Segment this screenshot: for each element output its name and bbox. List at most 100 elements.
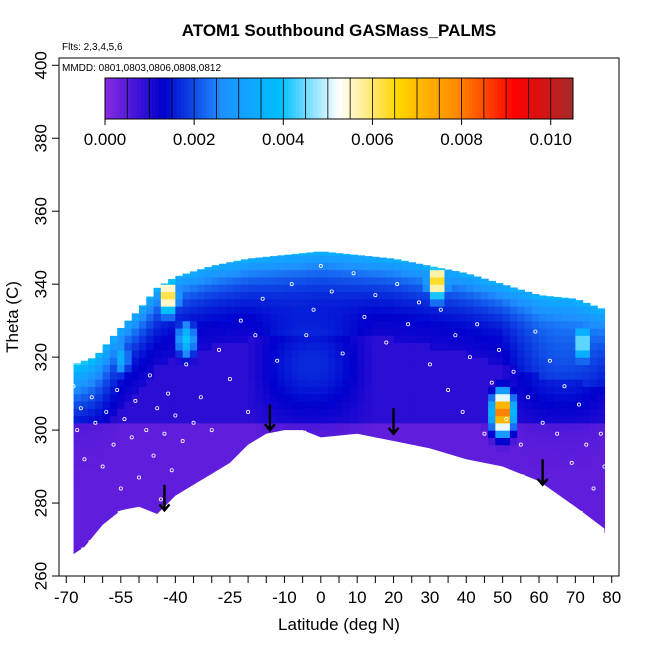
field-cell xyxy=(480,393,489,402)
field-cell xyxy=(102,408,111,417)
field-cell xyxy=(379,284,387,293)
field-cell xyxy=(408,291,416,300)
sample-point xyxy=(198,395,203,400)
field-cell xyxy=(444,342,453,351)
field-cell xyxy=(539,444,547,453)
field-cell xyxy=(437,400,446,409)
field-cell xyxy=(415,335,424,344)
tropopause-arrows xyxy=(158,404,549,513)
field-cell xyxy=(211,459,220,468)
field-cell xyxy=(189,306,198,314)
field-cell xyxy=(429,437,438,446)
field-cell xyxy=(109,379,118,387)
field-cell xyxy=(502,386,511,395)
field-cell xyxy=(146,430,155,438)
field-cell xyxy=(342,386,351,395)
field-cell xyxy=(211,393,220,402)
field-cell xyxy=(262,269,271,278)
field-cell xyxy=(400,291,409,300)
field-cell xyxy=(219,371,227,380)
field-cell xyxy=(226,437,235,446)
field-cell xyxy=(299,313,307,322)
field-cell xyxy=(393,437,402,446)
sample-point xyxy=(533,329,538,334)
field-cell xyxy=(342,393,351,402)
field-cell xyxy=(233,357,242,366)
field-cell xyxy=(400,400,409,409)
field-cell xyxy=(357,386,366,395)
field-cell xyxy=(531,298,540,307)
field-cell xyxy=(291,342,300,351)
field-cell xyxy=(480,306,489,314)
field-cell xyxy=(546,349,555,358)
field-cell xyxy=(473,386,482,395)
field-cell xyxy=(248,357,256,366)
colorbar-segment xyxy=(166,78,171,119)
field-cell xyxy=(502,437,511,446)
field-cell xyxy=(306,291,315,300)
field-cell xyxy=(219,379,227,387)
field-cell xyxy=(568,379,576,387)
field-cell xyxy=(124,473,133,482)
field-cell xyxy=(131,437,140,446)
field-cell xyxy=(509,364,518,373)
field-cell xyxy=(568,408,576,417)
field-cell xyxy=(357,342,366,351)
field-cell xyxy=(342,313,351,322)
field-cell xyxy=(400,379,409,387)
field-cell xyxy=(386,364,395,373)
field-cell xyxy=(117,481,126,490)
field-cell xyxy=(73,393,82,402)
field-cell xyxy=(284,357,293,366)
field-cell xyxy=(197,437,206,446)
field-cell xyxy=(284,364,293,373)
field-cell xyxy=(320,327,329,336)
field-cell xyxy=(320,269,329,278)
field-cell xyxy=(393,430,402,438)
sample-point xyxy=(75,428,80,433)
field-cell xyxy=(80,510,89,519)
field-cell xyxy=(473,306,482,314)
sample-point xyxy=(93,420,98,425)
field-cell xyxy=(291,320,300,329)
field-cell xyxy=(160,364,169,373)
colorbar-tick-label: 0.000 xyxy=(84,130,127,149)
field-cell xyxy=(219,306,227,314)
field-cell xyxy=(473,415,482,424)
field-cell xyxy=(371,276,380,285)
field-cell xyxy=(437,408,446,417)
field-cell xyxy=(531,335,540,344)
field-cell xyxy=(95,488,104,497)
field-cell xyxy=(422,313,431,322)
field-cell xyxy=(291,254,300,263)
field-cell xyxy=(459,415,467,424)
field-cell xyxy=(335,254,344,263)
field-cell xyxy=(589,364,598,373)
field-cell xyxy=(589,393,598,402)
field-cell xyxy=(400,298,409,307)
field-cell xyxy=(255,349,264,358)
field-cell xyxy=(357,327,366,336)
field-cell xyxy=(422,357,431,366)
field-cell xyxy=(349,349,358,358)
field-cell xyxy=(531,364,540,373)
field-cell xyxy=(102,400,111,409)
field-cell xyxy=(306,422,315,431)
field-cell xyxy=(531,320,540,329)
field-cell xyxy=(342,371,351,380)
colorbar-segment xyxy=(162,78,167,119)
sample-point xyxy=(467,355,472,360)
field-cell xyxy=(582,386,591,395)
field-cell xyxy=(306,342,315,351)
field-cell xyxy=(189,415,198,424)
field-cell xyxy=(429,298,438,307)
field-cell xyxy=(248,262,256,271)
field-cell xyxy=(335,313,344,322)
field-cell xyxy=(124,466,133,475)
field-cell xyxy=(124,451,133,460)
field-cell xyxy=(473,379,482,387)
field-cell xyxy=(437,415,446,424)
field-cell xyxy=(204,393,213,402)
field-cell xyxy=(328,313,336,322)
field-cell xyxy=(313,393,322,402)
